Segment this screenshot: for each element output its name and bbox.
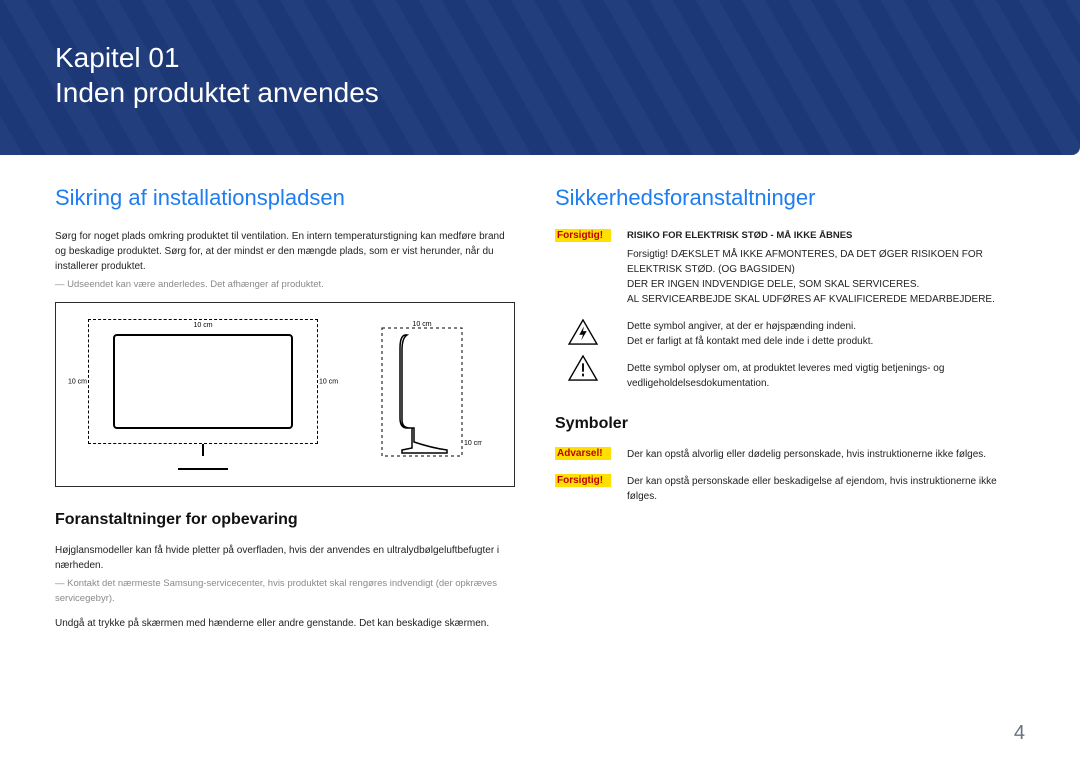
shock-p1: Forsigtig! DÆKSLET MÅ IKKE AFMONTERES, D… bbox=[627, 249, 983, 275]
storage-note: Kontakt det nærmeste Samsung-servicecent… bbox=[55, 577, 515, 606]
shock-title: RISIKO FOR ELEKTRISK STØD - MÅ IKKE ÅBNE… bbox=[627, 229, 1025, 243]
install-intro: Sørg for noget plads omkring produktet t… bbox=[55, 229, 515, 274]
sym-bolt-text: Dette symbol angiver, at der er højspænd… bbox=[627, 319, 1025, 349]
chapter-title: Inden produktet anvendes bbox=[55, 75, 1025, 110]
storage-heading: Foranstaltninger for opbevaring bbox=[55, 511, 515, 529]
warning-tag: Advarsel! bbox=[555, 447, 611, 460]
chapter-banner: Kapitel 01 Inden produktet anvendes bbox=[0, 0, 1080, 155]
symbol-caution-row: Forsigtig! Der kan opstå personskade ell… bbox=[555, 474, 1025, 504]
sym-excl-text: Dette symbol oplyser om, at produktet le… bbox=[627, 363, 944, 389]
page-body: Sikring af installationspladsen Sørg for… bbox=[0, 155, 1080, 635]
bolt-triangle-icon bbox=[568, 319, 598, 345]
sym-warning-text: Der kan opstå alvorlig eller dødelig per… bbox=[627, 447, 1025, 462]
storage-p2: Undgå at trykke på skærmen med hænderne … bbox=[55, 616, 515, 631]
dim-side-top: 10 cm bbox=[412, 321, 431, 328]
shock-warning-block: Forsigtig! RISIKO FOR ELEKTRISK STØD - M… bbox=[555, 229, 1025, 307]
section-heading-safety: Sikkerhedsforanstaltninger bbox=[555, 185, 1025, 211]
dim-left: 10 cm bbox=[68, 378, 87, 385]
symbol-warning-row: Advarsel! Der kan opstå alvorlig eller d… bbox=[555, 447, 1025, 462]
page-number: 4 bbox=[1014, 722, 1025, 745]
caution-tag-2: Forsigtig! bbox=[555, 474, 611, 487]
shock-p3: AL SERVICEARBEJDE SKAL UDFØRES AF KVALIF… bbox=[627, 294, 995, 305]
dim-top: 10 cm bbox=[193, 322, 212, 329]
right-column: Sikkerhedsforanstaltninger Forsigtig! RI… bbox=[555, 185, 1025, 635]
shock-p2: DER ER INGEN INDVENDIGE DELE, SOM SKAL S… bbox=[627, 279, 919, 290]
symbols-heading: Symboler bbox=[555, 415, 1025, 433]
install-note: Udseendet kan være anderledes. Det afhæn… bbox=[55, 278, 515, 292]
monitor-front-view: 10 cm 10 cm 10 cm bbox=[88, 319, 318, 470]
caution-tag: Forsigtig! bbox=[555, 229, 611, 242]
clearance-diagram: 10 cm 10 cm 10 cm 10 cm 10 cm bbox=[55, 302, 515, 487]
left-column: Sikring af installationspladsen Sørg for… bbox=[55, 185, 515, 635]
monitor-side-view: 10 cm 10 cm bbox=[362, 320, 482, 470]
dim-right: 10 cm bbox=[319, 378, 338, 385]
sym-caution-text: Der kan opstå personskade eller beskadig… bbox=[627, 474, 1025, 504]
section-heading-install: Sikring af installationspladsen bbox=[55, 185, 515, 211]
dim-side-bottom: 10 cm bbox=[464, 440, 482, 447]
chapter-label: Kapitel 01 bbox=[55, 40, 1025, 75]
storage-p1: Højglansmodeller kan få hvide pletter på… bbox=[55, 543, 515, 573]
exclaim-triangle-icon bbox=[568, 355, 598, 381]
symbol-explain-block: Dette symbol angiver, at der er højspænd… bbox=[555, 319, 1025, 391]
